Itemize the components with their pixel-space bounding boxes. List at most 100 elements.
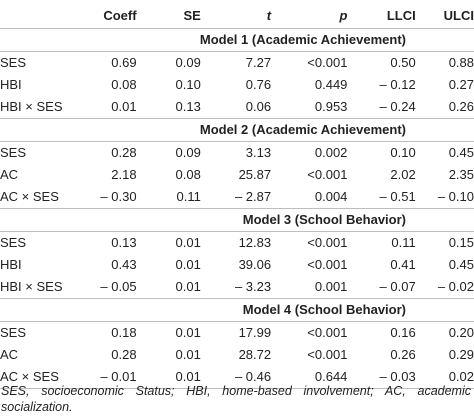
table-row: AC × SES – 0.01 0.01 – 0.46 0.644 – 0.03… <box>0 366 474 389</box>
row-label: SES <box>0 145 27 160</box>
se-cell: 0.09 <box>175 145 201 160</box>
ulci-cell: 0.45 <box>448 257 474 272</box>
coeff-cell: 0.18 <box>111 325 137 340</box>
llci-cell: – 0.24 <box>379 99 416 114</box>
header-coeff: Coeff <box>103 8 137 23</box>
table-row: AC 2.18 0.08 25.87 <0.001 2.02 2.35 <box>0 164 474 186</box>
t-cell: 7.27 <box>245 55 272 70</box>
table-footnote: SES, socioeconomic Status; HBI, home-bas… <box>1 384 471 414</box>
ulci-cell: 0.20 <box>448 325 474 340</box>
se-cell: 0.08 <box>175 167 201 182</box>
table-row: SES 0.13 0.01 12.83 <0.001 0.11 0.15 <box>0 232 474 255</box>
p-cell: <0.001 <box>307 325 348 340</box>
ulci-cell: 0.27 <box>448 77 474 92</box>
coeff-cell: – 0.01 <box>88 366 137 389</box>
p-cell: <0.001 <box>307 235 348 250</box>
p-cell: <0.001 <box>307 167 348 182</box>
coeff-cell: – 0.05 <box>100 279 137 294</box>
se-cell: 0.01 <box>175 235 201 250</box>
row-label: HBI × SES <box>0 279 63 294</box>
ulci-cell: 0.15 <box>448 235 474 250</box>
p-cell: 0.953 <box>314 99 348 114</box>
header-se: SE <box>183 8 201 23</box>
t-cell: 17.99 <box>238 325 272 340</box>
p-cell: <0.001 <box>307 347 348 362</box>
header-label-cell <box>0 4 88 29</box>
table-row: AC 0.28 0.01 28.72 <0.001 0.26 0.29 <box>0 344 474 366</box>
ulci-cell: 0.02 <box>415 366 474 389</box>
row-label: HBI <box>0 77 22 92</box>
t-cell: 0.76 <box>245 77 272 92</box>
row-label: AC <box>0 347 19 362</box>
t-cell: – 2.87 <box>234 189 272 204</box>
table-row: SES 0.69 0.09 7.27 <0.001 0.50 0.88 <box>0 52 474 75</box>
coeff-cell: 0.43 <box>111 257 137 272</box>
p-cell: 0.449 <box>314 77 348 92</box>
llci-cell: 0.16 <box>390 325 416 340</box>
se-cell: 0.09 <box>175 55 201 70</box>
table-row: HBI 0.43 0.01 39.06 <0.001 0.41 0.45 <box>0 254 474 276</box>
row-label: SES <box>0 55 27 70</box>
coeff-cell: 0.01 <box>111 99 137 114</box>
row-label: HBI × SES <box>0 99 63 114</box>
table-row: HBI × SES – 0.05 0.01 – 3.23 0.001 – 0.0… <box>0 276 474 299</box>
t-cell: 3.13 <box>245 145 272 160</box>
t-cell: – 3.23 <box>234 279 272 294</box>
llci-cell: 2.02 <box>390 167 416 182</box>
coeff-cell: 0.69 <box>111 55 137 70</box>
coeff-cell: 2.18 <box>111 167 137 182</box>
llci-cell: 0.50 <box>390 55 416 70</box>
t-cell: – 0.46 <box>200 366 272 389</box>
llci-cell: – 0.03 <box>347 366 416 389</box>
t-cell: 12.83 <box>238 235 272 250</box>
llci-cell: 0.41 <box>390 257 416 272</box>
table-row: SES 0.28 0.09 3.13 0.002 0.10 0.45 <box>0 142 474 165</box>
model-heading-row: Model 2 (Academic Achievement) <box>0 118 474 142</box>
row-label: AC × SES <box>0 189 59 204</box>
table-row: AC × SES – 0.30 0.11 – 2.87 0.004 – 0.51… <box>0 186 474 209</box>
table-body: Model 1 (Academic Achievement) SES 0.69 … <box>0 28 474 389</box>
model-heading-row: Model 3 (School Behavior) <box>0 208 474 232</box>
p-cell: <0.001 <box>307 257 348 272</box>
p-cell: <0.001 <box>307 55 348 70</box>
ulci-cell: – 0.02 <box>437 279 474 294</box>
coeff-cell: – 0.30 <box>100 189 137 204</box>
ulci-cell: 0.29 <box>448 347 474 362</box>
ulci-cell: – 0.10 <box>437 189 474 204</box>
se-cell: 0.01 <box>175 257 201 272</box>
p-cell: 0.644 <box>271 366 348 389</box>
p-cell: 0.002 <box>314 145 348 160</box>
header-ulci: ULCI <box>443 8 474 23</box>
row-label: AC × SES <box>0 366 89 389</box>
model-heading-row: Model 4 (School Behavior) <box>0 298 474 322</box>
se-cell: 0.10 <box>175 77 201 92</box>
model-title: Model 1 (Academic Achievement) <box>0 28 474 52</box>
coeff-cell: 0.28 <box>111 145 137 160</box>
table-header-row: Coeff SE t p LLCI ULCI <box>0 4 474 29</box>
se-cell: 0.01 <box>175 325 201 340</box>
header-t: t <box>266 8 272 23</box>
coeff-cell: 0.13 <box>111 235 137 250</box>
ulci-cell: 0.88 <box>448 55 474 70</box>
t-cell: 28.72 <box>238 347 272 362</box>
ulci-cell: 2.35 <box>448 167 474 182</box>
se-cell: 0.01 <box>175 279 201 294</box>
t-cell: 25.87 <box>238 167 272 182</box>
header-p: p <box>339 8 348 23</box>
llci-cell: – 0.07 <box>379 279 416 294</box>
row-label: SES <box>0 325 27 340</box>
llci-cell: 0.26 <box>390 347 416 362</box>
llci-cell: 0.11 <box>391 235 416 250</box>
model-heading-row: Model 1 (Academic Achievement) <box>0 28 474 52</box>
row-label: SES <box>0 235 27 250</box>
table-row: HBI × SES 0.01 0.13 0.06 0.953 – 0.24 0.… <box>0 96 474 119</box>
se-cell: 0.01 <box>175 347 201 362</box>
llci-cell: – 0.12 <box>379 77 416 92</box>
row-label: AC <box>0 167 19 182</box>
regression-results-table: Coeff SE t p LLCI ULCI Model 1 (Academic… <box>0 4 474 389</box>
header-llci: LLCI <box>386 8 416 23</box>
se-cell: 0.13 <box>175 99 201 114</box>
ulci-cell: 0.45 <box>448 145 474 160</box>
ulci-cell: 0.26 <box>448 99 474 114</box>
